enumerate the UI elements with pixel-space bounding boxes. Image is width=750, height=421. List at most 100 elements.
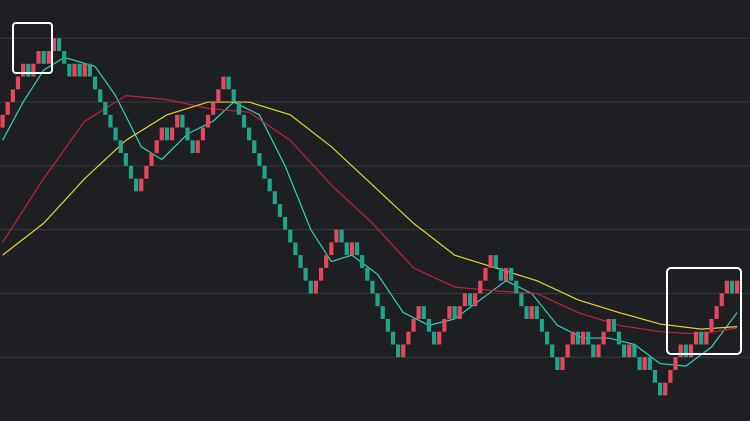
brick [123,153,128,166]
brick [128,165,134,179]
brick [241,114,247,128]
brick [36,51,41,64]
brick [272,191,277,205]
brick [329,242,334,256]
brick [565,344,570,358]
brick [324,255,329,268]
brick [216,89,221,103]
brick [729,280,735,294]
brick [544,331,550,345]
brick [622,344,627,358]
brick [175,114,180,128]
brick [683,344,688,358]
brick [236,102,241,115]
brick [82,63,87,77]
brick [709,318,714,332]
brick [164,127,170,141]
brick [267,178,272,192]
brick [596,344,601,358]
brick [46,51,51,64]
brick [226,76,231,90]
brick [688,344,694,358]
brick [735,280,740,294]
brick [401,344,406,358]
brick [519,293,524,307]
brick [113,127,118,141]
brick [380,306,385,319]
brick [627,344,632,358]
brick [647,357,652,370]
brick [293,242,298,256]
brick [642,357,647,370]
brick [288,229,293,243]
brick [139,178,144,192]
brick [205,114,211,128]
brick [221,76,226,90]
brick [719,293,724,307]
brick [56,38,62,52]
highlight-box [12,22,53,74]
brick [15,76,21,90]
brick [298,255,303,268]
brick [498,267,503,281]
brick [699,331,704,345]
brick [31,63,36,77]
brick [539,318,545,332]
brick [349,242,354,256]
brick [601,331,606,345]
brick [144,165,149,179]
brick [313,280,319,294]
highlight-box [666,267,742,355]
brick [575,331,581,345]
brick [200,127,206,141]
brick [134,178,139,192]
brick [103,102,108,115]
brick [457,306,462,319]
brick [478,280,483,294]
brick [714,306,719,319]
brick [390,331,396,345]
brick [62,51,67,64]
brick [354,242,360,256]
brick [406,331,411,345]
brick [282,216,288,230]
brick [652,369,658,383]
brick [509,267,514,281]
brick [462,293,468,307]
brick [431,331,437,345]
brick [580,331,586,345]
brick [92,76,98,90]
brick [185,127,190,141]
brick [396,344,401,358]
brick [375,293,380,307]
brick [550,344,555,358]
brick [524,306,529,319]
brick [0,114,5,128]
brick [257,153,262,166]
brick [560,357,565,370]
brick [277,204,283,217]
brick [452,306,457,319]
brick [637,357,642,370]
brick [262,165,267,179]
brick [586,331,591,345]
brick [252,140,257,154]
brick [421,306,426,319]
brick [385,318,390,332]
brick [467,293,473,307]
brick [668,369,673,383]
brick [411,318,416,332]
bricks [0,38,740,396]
brick [51,38,57,52]
brick [72,63,77,77]
brick [108,114,113,128]
brick [21,63,26,77]
brick [488,255,493,268]
brick [673,357,678,370]
brick [190,140,195,154]
brick [632,344,637,358]
brick [98,89,103,103]
brick [693,331,699,345]
brick [591,344,596,358]
